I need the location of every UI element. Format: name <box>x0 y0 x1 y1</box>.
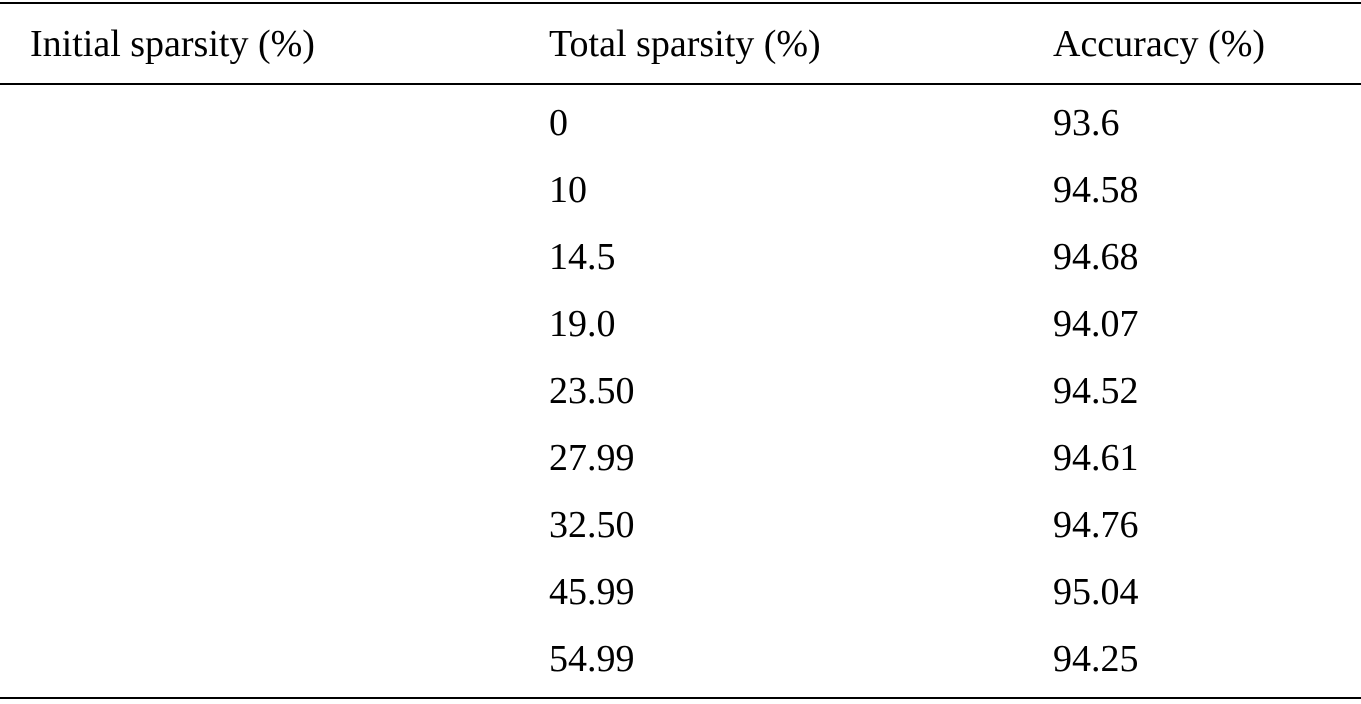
table-row: 54.99 94.25 <box>0 637 1361 704</box>
cell-accuracy: 94.68 <box>1053 236 1139 278</box>
table-bottom-rule <box>0 697 1361 699</box>
cell-accuracy: 94.61 <box>1053 437 1139 479</box>
cell-accuracy: 93.6 <box>1053 102 1120 144</box>
cell-accuracy: 95.04 <box>1053 571 1139 613</box>
cell-total-sparsity: 19.0 <box>549 303 616 345</box>
cell-accuracy: 94.58 <box>1053 169 1139 211</box>
table-row: 19.0 94.07 <box>0 302 1361 369</box>
table-header-rule <box>0 83 1361 85</box>
table-row: 23.50 94.52 <box>0 369 1361 436</box>
cell-accuracy: 94.25 <box>1053 638 1139 680</box>
table-row: 10 94.58 <box>0 168 1361 235</box>
table-row: 27.99 94.61 <box>0 436 1361 503</box>
cell-total-sparsity: 32.50 <box>549 504 635 546</box>
cell-accuracy: 94.76 <box>1053 504 1139 546</box>
cell-total-sparsity: 45.99 <box>549 571 635 613</box>
header-accuracy: Accuracy (%) <box>1053 23 1266 65</box>
cell-total-sparsity: 0 <box>549 102 568 144</box>
table-row: 0 93.6 <box>0 101 1361 168</box>
cell-accuracy: 94.52 <box>1053 370 1139 412</box>
cell-total-sparsity: 54.99 <box>549 638 635 680</box>
cell-accuracy: 94.07 <box>1053 303 1139 345</box>
cell-total-sparsity: 10 <box>549 169 587 211</box>
table-top-rule <box>0 2 1361 4</box>
cell-total-sparsity: 14.5 <box>549 236 616 278</box>
header-initial-sparsity: Initial sparsity (%) <box>30 23 315 65</box>
table-row: 14.5 94.68 <box>0 235 1361 302</box>
cell-total-sparsity: 27.99 <box>549 437 635 479</box>
table-row: 45.99 95.04 <box>0 570 1361 637</box>
header-total-sparsity: Total sparsity (%) <box>549 23 821 65</box>
table-row: 32.50 94.76 <box>0 503 1361 570</box>
cell-total-sparsity: 23.50 <box>549 370 635 412</box>
